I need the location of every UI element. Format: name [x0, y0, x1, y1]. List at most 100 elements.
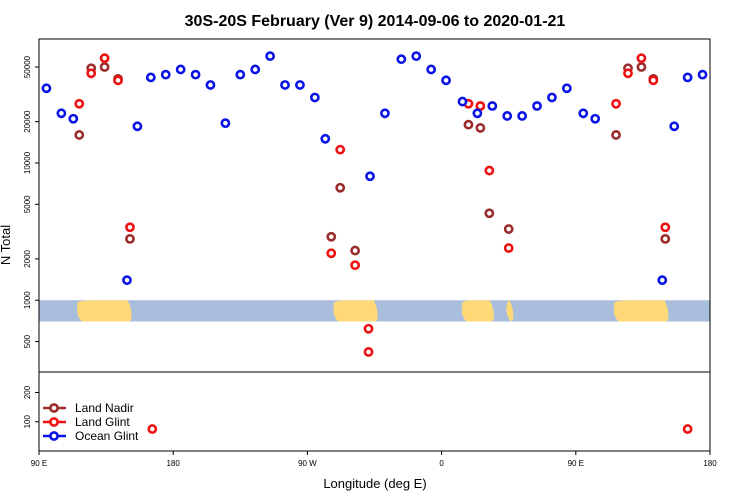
land-glint-point: [335, 144, 346, 155]
ocean-glint-point: [487, 101, 498, 111]
land-nadir-point: [484, 208, 495, 219]
ocean-glint-point: [682, 72, 693, 83]
ocean-glint-point: [532, 101, 542, 111]
ocean-glint-point: [160, 69, 171, 80]
land-glint-point: [350, 260, 361, 271]
ocean-glint-point: [411, 51, 422, 62]
map-band: [39, 300, 710, 322]
y-tick-label: 20000: [23, 110, 32, 133]
ocean-glint-point: [365, 171, 375, 182]
ocean-glint-point: [309, 92, 320, 103]
ocean-glint-point: [68, 113, 79, 124]
land-nadir-point: [335, 182, 346, 193]
land-nadir-point: [350, 245, 361, 256]
ocean-glint-point: [657, 275, 668, 286]
x-tick-label: 180: [167, 459, 181, 468]
land-glint-point: [363, 347, 374, 357]
y-axis-label: N Total: [0, 225, 13, 265]
land-nadir-point: [660, 233, 671, 244]
y-tick-label: 500: [23, 334, 32, 348]
land-nadir-point: [125, 233, 135, 244]
legend-label-land-nadir: Land Nadir: [75, 401, 134, 415]
land-glint-point: [611, 98, 621, 109]
ocean-glint-point: [517, 111, 528, 121]
ocean-glint-point: [175, 64, 186, 75]
ocean-glint-point: [547, 92, 557, 103]
land-glint-point: [503, 243, 514, 253]
ocean-glint-point: [205, 80, 216, 90]
land-south-america: [333, 300, 378, 322]
land-glint-point: [86, 68, 97, 79]
axis-ticks: 90 E 180 90 W 0 90 E 180 500 1000 2000 5000 10000 2…: [23, 55, 717, 468]
y-tick-label: 100: [23, 415, 32, 429]
ocean-glint-point: [295, 80, 305, 90]
land-glint-point: [125, 222, 135, 233]
ocean-glint-point: [132, 121, 143, 132]
land-glint-point: [326, 248, 337, 259]
ocean-glint-point: [426, 64, 437, 75]
legend-label-land-glint: Land Glint: [75, 415, 130, 429]
land-glint-point: [682, 424, 693, 434]
x-tick-label: 0: [439, 459, 444, 468]
ocean-glint-point: [280, 80, 290, 90]
ocean-glint-point: [145, 72, 156, 83]
ocean-glint-point: [441, 75, 451, 86]
ocean-glint-point: [472, 108, 483, 119]
land-nadir-point: [503, 224, 514, 234]
land-nadir-point: [99, 62, 110, 72]
y-tick-label: 50000: [23, 55, 32, 78]
ocean-glint-point: [56, 108, 67, 119]
land-africa: [461, 300, 494, 322]
legend-marker-ocean-glint: [49, 431, 59, 441]
ocean-glint-point: [235, 69, 246, 80]
ocean-glint-point: [190, 69, 201, 80]
land-glint-point: [484, 165, 495, 176]
land-nadir-point: [636, 62, 647, 72]
land-nadir-point: [74, 130, 85, 140]
ocean-glint-point: [502, 111, 513, 121]
ocean-glint-point: [578, 108, 589, 119]
data-points: [41, 51, 708, 434]
land-glint-point: [147, 424, 158, 434]
lower-plot-frame: [38, 371, 711, 452]
ocean-glint-point: [220, 118, 231, 129]
land-glint-point: [636, 53, 647, 64]
land-nadir-point: [326, 231, 337, 242]
land-glint-point: [363, 323, 374, 334]
y-tick-label: 1000: [23, 291, 32, 309]
ocean-glint-point: [396, 54, 407, 65]
chart-title: 30S-20S February (Ver 9) 2014-09-06 to 2…: [185, 13, 566, 30]
land-glint-point: [99, 53, 110, 64]
ocean-glint-point: [457, 96, 468, 107]
legend-marker-land-glint: [49, 417, 59, 427]
x-tick-label: 90 W: [298, 459, 317, 468]
x-axis-label: Longitude (deg E): [323, 476, 426, 491]
land-australia-1: [77, 300, 132, 322]
ocean-glint-point: [669, 121, 680, 132]
ocean-glint-point: [590, 113, 601, 124]
y-tick-label: 10000: [23, 151, 32, 174]
legend-label-ocean-glint: Ocean Glint: [75, 429, 139, 443]
land-madagascar: [506, 300, 514, 322]
land-glint-point: [113, 75, 123, 86]
land-glint-point: [623, 68, 633, 79]
x-tick-label: 90 E: [31, 459, 47, 468]
x-tick-label: 90 E: [568, 459, 584, 468]
x-tick-label: 180: [703, 459, 717, 468]
legend-marker-land-nadir: [49, 403, 59, 413]
ocean-glint-point: [380, 108, 390, 119]
ocean-glint-point: [320, 133, 331, 144]
land-nadir-point: [611, 130, 621, 140]
ocean-glint-point: [697, 69, 708, 80]
land-glint-point: [660, 222, 671, 233]
y-tick-label: 2000: [23, 249, 32, 267]
ocean-glint-point: [41, 83, 52, 94]
ocean-glint-point: [265, 51, 276, 62]
ocean-glint-point: [122, 275, 132, 286]
ocean-glint-point: [561, 83, 572, 94]
land-nadir-point: [475, 123, 486, 133]
land-glint-point: [74, 98, 85, 109]
